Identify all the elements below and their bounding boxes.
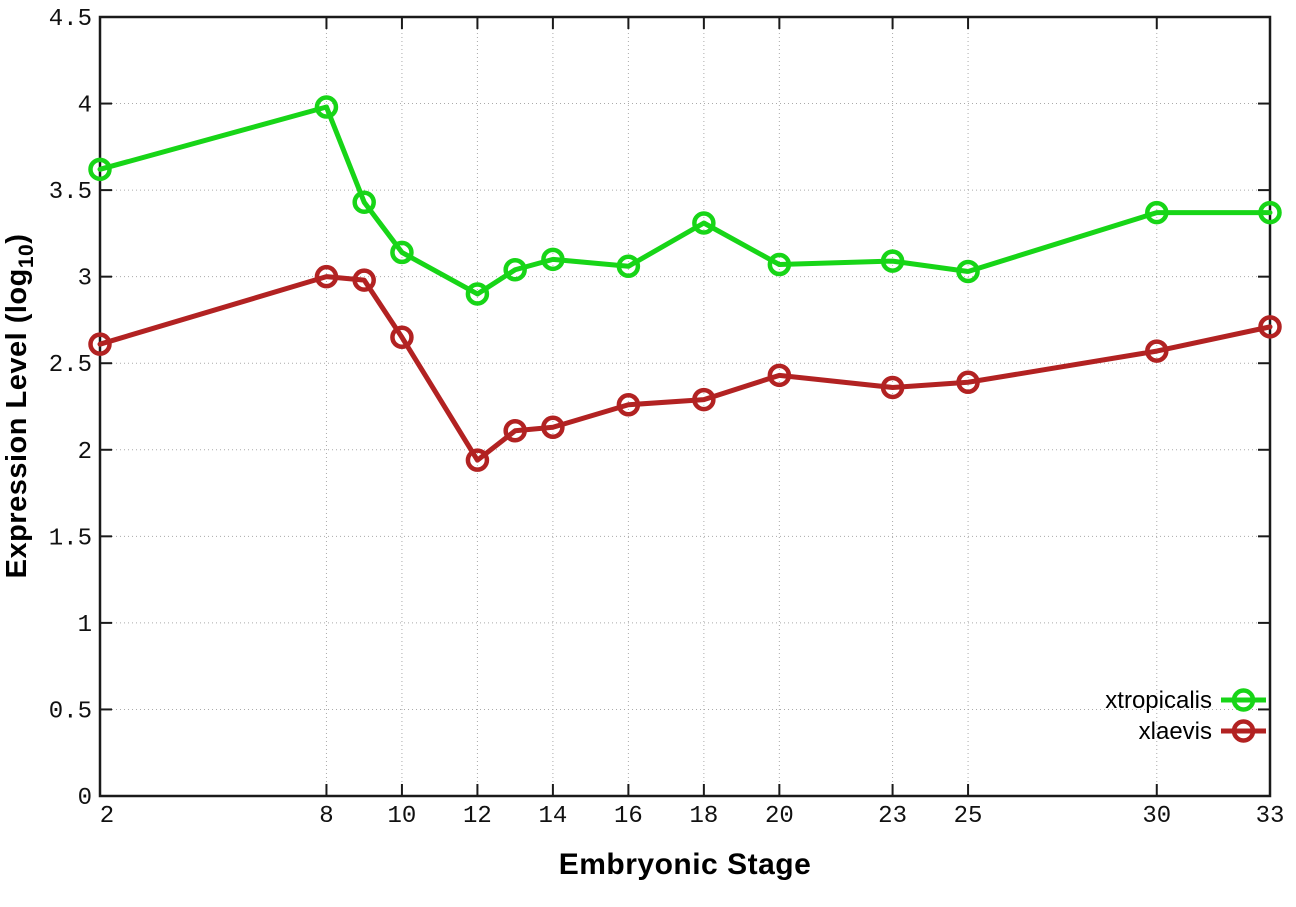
data-point-xlaevis [880, 375, 905, 400]
data-point-xtropicalis [503, 257, 527, 282]
x-axis-title: Embryonic Stage [558, 848, 812, 881]
x-tick-label: 33 [1256, 803, 1285, 830]
y-axis-title-text: Expression Level (log [1, 268, 33, 579]
data-point-xtropicalis [390, 240, 414, 265]
series-line-xtropicalis [97, 104, 1273, 297]
legend-sample-point-xlaevis [1231, 719, 1256, 743]
y-tick-label: 4 [78, 93, 92, 120]
plot-border [98, 15, 1272, 798]
x-tick-label: 18 [689, 803, 718, 830]
x-tick-label: 25 [954, 803, 983, 830]
x-tick-label: 23 [878, 803, 907, 830]
y-tick-label: 3 [78, 266, 92, 293]
x-tick-label: 12 [463, 803, 492, 830]
y-tick-label: 0 [78, 785, 92, 812]
data-point-xtropicalis [880, 249, 905, 273]
x-tick-label: 8 [319, 803, 333, 830]
data-point-xtropicalis [616, 254, 641, 279]
data-point-xlaevis [314, 264, 339, 289]
data-point-xlaevis [88, 332, 112, 356]
x-tick-label: 2 [100, 803, 114, 830]
data-point-xlaevis [692, 387, 716, 412]
y-tick-label: 0.5 [49, 698, 92, 725]
data-point-xtropicalis [1258, 200, 1282, 225]
data-point-xlaevis [352, 268, 376, 292]
y-tick-label: 1 [78, 612, 92, 639]
y-axis-title: Expression Level (log10) [1, 234, 39, 579]
data-point-xlaevis [767, 363, 792, 388]
x-tick-label: 20 [765, 803, 794, 830]
y-axis-title-subscript: 10 [15, 243, 38, 269]
data-point-xtropicalis [314, 95, 339, 119]
legend-sample-point-xtropicalis [1231, 688, 1256, 712]
legend-label-xtropicalis: xtropicalis [1105, 687, 1212, 714]
data-point-xlaevis [1145, 339, 1169, 363]
data-point-xlaevis [503, 418, 527, 443]
data-point-xtropicalis [88, 157, 112, 182]
data-point-xtropicalis [1145, 200, 1169, 225]
y-tick-label: 1.5 [49, 525, 92, 552]
data-point-xlaevis [956, 370, 980, 395]
data-point-xlaevis [465, 448, 490, 472]
data-point-xtropicalis [956, 259, 980, 284]
y-tick-label: 3.5 [49, 179, 92, 206]
y-tick-label: 4.5 [49, 6, 92, 33]
y-axis-title-close: ) [1, 233, 33, 244]
data-point-xtropicalis [692, 211, 716, 235]
legend-label-xlaevis: xlaevis [1139, 718, 1212, 745]
data-point-xlaevis [1258, 315, 1282, 339]
x-tick-label: 10 [388, 803, 417, 830]
data-point-xlaevis [616, 393, 641, 417]
y-tick-label: 2.5 [49, 352, 92, 379]
data-point-xtropicalis [541, 247, 565, 272]
data-point-xtropicalis [352, 190, 376, 214]
x-tick-label: 16 [614, 803, 643, 830]
data-point-xtropicalis [465, 282, 490, 306]
x-tick-label: 14 [538, 803, 567, 830]
x-tick-label: 30 [1142, 803, 1171, 830]
data-point-xtropicalis [767, 252, 792, 277]
data-point-xlaevis [390, 325, 414, 350]
series-line-xlaevis [97, 274, 1273, 463]
y-tick-label: 2 [78, 439, 92, 466]
data-point-xlaevis [541, 415, 565, 440]
